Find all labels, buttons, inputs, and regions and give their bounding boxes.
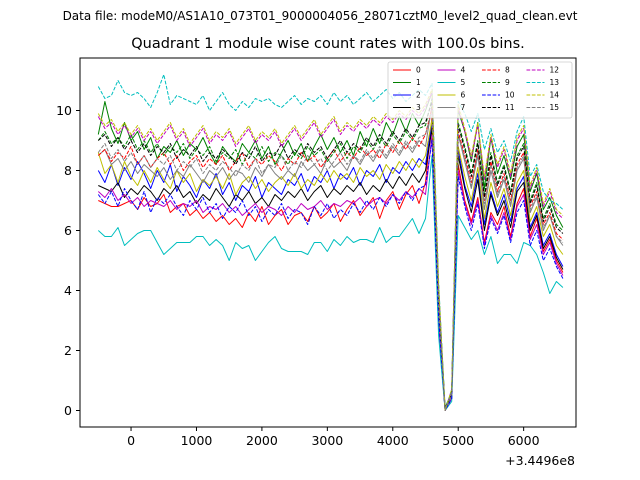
legend-label: 2 <box>416 91 421 100</box>
series-line-5 <box>97 155 564 411</box>
series-line-7 <box>97 104 564 411</box>
axes-frame <box>79 57 577 428</box>
series-line-6 <box>97 119 564 411</box>
chart-title: Quadrant 1 module wise count rates with … <box>131 36 525 52</box>
legend-label: 10 <box>505 91 515 100</box>
y-tick-label: 0 <box>64 403 72 418</box>
ticks-layer: 0 1000 2000 3000 4000 5000 6000 0 2 4 6 8 10 <box>56 103 540 448</box>
series-line-11 <box>97 101 564 411</box>
series-line-1 <box>97 92 564 408</box>
x-offset-label: +3.4496e8 <box>505 453 575 468</box>
x-tick-label: 2000 <box>246 433 278 448</box>
legend-label: 12 <box>550 66 560 75</box>
series-line-3 <box>98 128 564 411</box>
legend-label: 1 <box>416 78 421 87</box>
y-tick-label: 2 <box>64 343 72 358</box>
series-layer <box>97 74 564 411</box>
series-line-4 <box>97 134 564 411</box>
legend-label: 6 <box>461 91 466 100</box>
legend-label: 15 <box>550 103 560 112</box>
legend-label: 8 <box>505 66 510 75</box>
x-tick-label: 6000 <box>508 433 540 448</box>
legend-label: 14 <box>550 91 560 100</box>
legend-label: 3 <box>416 103 421 112</box>
x-tick-label: 5000 <box>442 433 474 448</box>
series-line-13 <box>97 74 564 411</box>
x-tick-label: 4000 <box>377 433 409 448</box>
legend-label: 4 <box>461 66 466 75</box>
y-tick-label: 8 <box>64 163 72 178</box>
legend-label: 9 <box>505 78 510 87</box>
legend-label: 7 <box>461 103 466 112</box>
y-tick-label: 10 <box>56 103 72 118</box>
y-tick-label: 4 <box>64 283 72 298</box>
legend-label: 5 <box>461 78 466 87</box>
series-line-14 <box>97 89 564 411</box>
legend-label: 13 <box>550 78 560 87</box>
legend-label: 0 <box>416 66 421 75</box>
figure-suptitle: Data file: modeM0/AS1A10_073T01_90000040… <box>63 9 578 23</box>
x-tick-label: 0 <box>127 433 135 448</box>
series-line-12 <box>97 92 564 411</box>
series-line-9 <box>97 98 564 411</box>
x-tick-label: 3000 <box>311 433 343 448</box>
legend-label: 11 <box>505 103 515 112</box>
x-tick-label: 1000 <box>181 433 213 448</box>
series-line-10 <box>97 140 564 411</box>
series-line-15 <box>97 110 564 411</box>
legend-frame <box>387 61 573 119</box>
y-tick-label: 6 <box>64 223 72 238</box>
